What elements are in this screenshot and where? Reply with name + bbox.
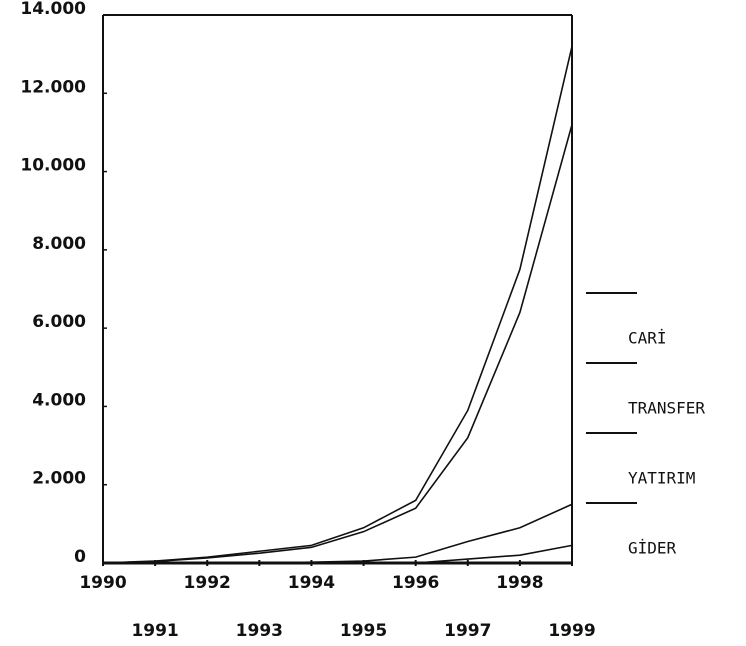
x-tick-label: 1991 [131,621,178,641]
legend-label: YATIRIM [628,469,695,488]
x-tick-label: 1994 [288,573,335,593]
x-tick-label: 1999 [548,621,595,641]
series-line [103,544,573,564]
x-tick-label: 1992 [184,573,231,593]
series-line [102,124,573,564]
y-tick-label: 4.000 [32,390,86,410]
x-tick-label: 1990 [79,573,126,593]
y-tick-label: 8.000 [32,234,86,254]
x-tick-label: 1998 [496,573,543,593]
y-tick-label: 6.000 [32,312,86,332]
y-tick-label: 2.000 [32,469,86,489]
y-tick-label: 0 [74,547,86,567]
x-tick-label: 1993 [236,621,283,641]
x-tick-label: 1996 [392,573,439,593]
series-line [102,46,573,564]
y-tick-label: 10.000 [20,156,86,176]
y-tick-label: 14.000 [20,0,86,19]
legend-label: GİDER [628,539,677,558]
series-line [103,503,573,564]
y-tick-label: 12.000 [20,77,86,97]
legend-label: TRANSFER [628,399,705,418]
x-tick-label: 1995 [340,621,387,641]
x-tick-label: 1997 [444,621,491,641]
legend-label: CARİ [628,329,667,348]
